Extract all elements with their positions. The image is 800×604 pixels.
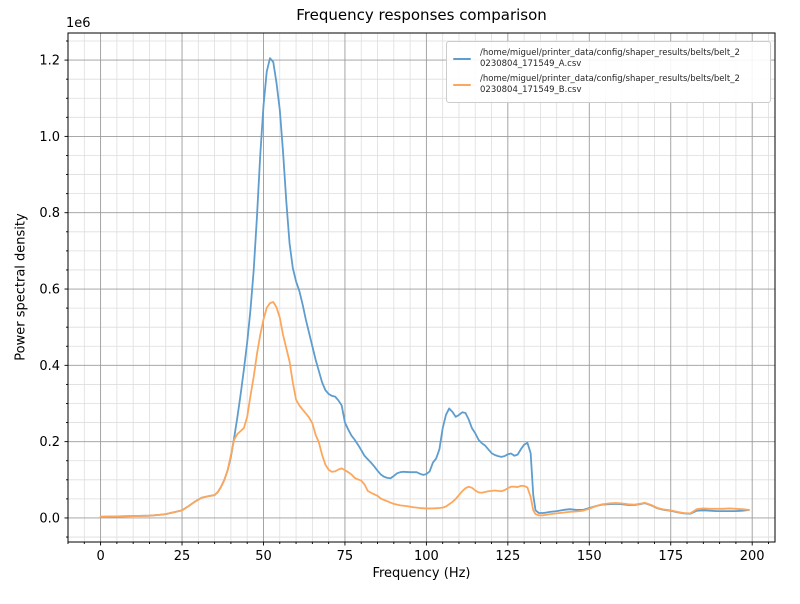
legend-label-b-line2: 0230804_171549_B.csv: [480, 85, 582, 95]
x-tick-label: 25: [174, 549, 191, 564]
y-tick-label: 0.6: [39, 283, 60, 298]
x-axis-label: Frequency (Hz): [372, 566, 471, 581]
legend-label-b-line1: /home/miguel/printer_data/config/shaper_…: [480, 74, 740, 84]
series-b-color-swatch: [453, 84, 471, 86]
series-line-a: [99, 57, 750, 518]
legend-entry-belt-a: /home/miguel/printer_data/config/shaper_…: [453, 46, 764, 72]
y-tick-label: 0.8: [39, 206, 60, 221]
tick-marks: [64, 40, 769, 546]
y-tick-label: 0.2: [39, 435, 60, 450]
legend-entry-belt-b: /home/miguel/printer_data/config/shaper_…: [453, 72, 764, 98]
legend-label-a-line1: /home/miguel/printer_data/config/shaper_…: [480, 48, 740, 58]
chart-title: Frequency responses comparison: [296, 6, 547, 24]
legend-label-belt-b: /home/miguel/printer_data/config/shaper_…: [480, 74, 740, 96]
x-tick-label: 200: [740, 549, 765, 564]
y-tick-label: 0.0: [39, 511, 60, 526]
y-tick-label: 1.0: [39, 130, 60, 145]
x-tick-label: 0: [96, 549, 104, 564]
y-axis-offset-text: 1e6: [66, 16, 91, 31]
legend-label-a-line2: 0230804_171549_A.csv: [480, 59, 582, 69]
x-tick-label: 50: [255, 549, 272, 564]
legend: /home/miguel/printer_data/config/shaper_…: [446, 41, 771, 103]
legend-line-sample-a: [453, 58, 473, 60]
x-tick-label: 100: [414, 549, 439, 564]
x-tick-label: 125: [495, 549, 520, 564]
major-grid: [68, 33, 775, 542]
axes-spines: [67, 32, 776, 543]
legend-label-belt-a: /home/miguel/printer_data/config/shaper_…: [480, 48, 740, 70]
y-tick-label: 1.2: [39, 54, 60, 69]
x-tick-label: 75: [337, 549, 354, 564]
legend-line-sample-b: [453, 84, 473, 86]
series-a-color-swatch: [453, 58, 471, 60]
x-tick-label: 150: [577, 549, 602, 564]
y-tick-label: 0.4: [39, 359, 60, 374]
y-axis-label: Power spectral density: [13, 213, 29, 361]
series-line-b: [99, 301, 750, 518]
tick-labels: 0 25 50 75 100 125 150 175 200 0.0 0.2 0.4 0.6 0.8 1.0…: [39, 54, 764, 564]
minor-grid: [67, 33, 775, 542]
x-tick-label: 175: [658, 549, 683, 564]
